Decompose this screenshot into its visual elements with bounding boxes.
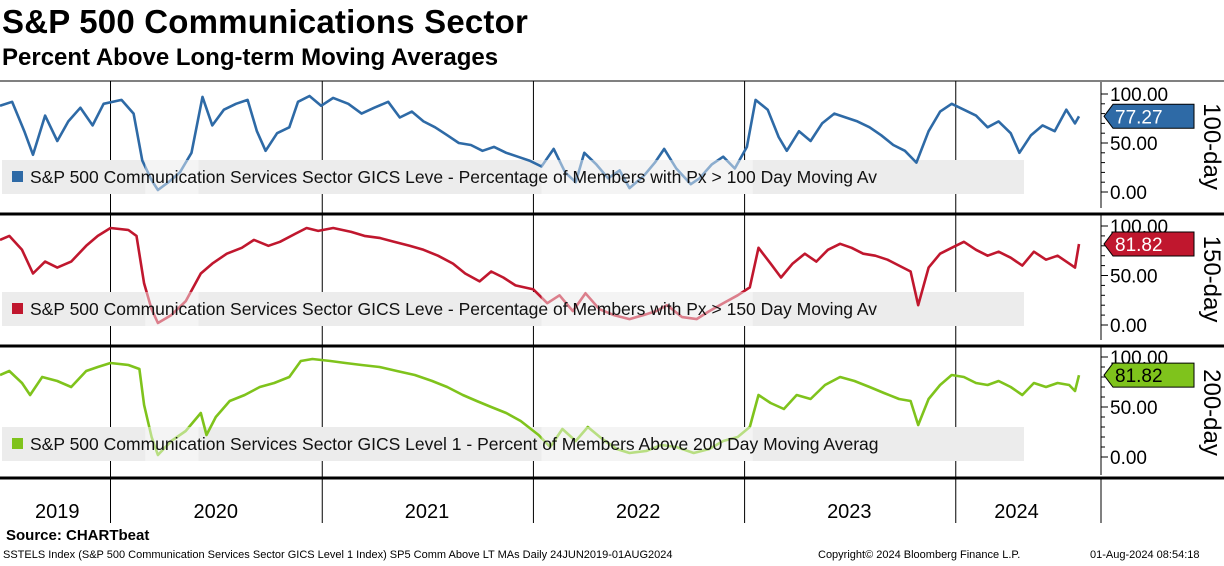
legend-swatch [12, 303, 23, 314]
panel-side-label: 200-day [1198, 369, 1224, 456]
last-value-tag [1103, 231, 1195, 257]
y-tick-label: 50.00 [1110, 398, 1158, 419]
footer-timestamp: 01-Aug-2024 08:54:18 [1090, 549, 1200, 561]
faded-region [145, 160, 199, 194]
legend-swatch [12, 438, 23, 449]
x-tick-label-2019: 2019 [35, 501, 80, 523]
panel-side-label: 100-day [1198, 103, 1224, 190]
x-tick-label-2024: 2024 [994, 501, 1039, 523]
last-value-label: 77.27 [1115, 107, 1163, 128]
series-line-200-day [0, 357, 1081, 457]
faded-region [541, 427, 753, 461]
legend-box [2, 427, 1024, 461]
y-tick-label: 0.00 [1110, 183, 1147, 204]
x-tick-label-2022: 2022 [616, 501, 661, 523]
legend-box [2, 160, 1024, 194]
y-tick-label: 50.00 [1110, 134, 1158, 155]
series-line-150-day [0, 226, 1081, 325]
last-value-label: 81.82 [1115, 235, 1163, 256]
y-tick-label: 0.00 [1110, 448, 1147, 469]
last-value-tag [1103, 362, 1195, 388]
footer-index-info: SSTELS Index (S&P 500 Communication Serv… [3, 549, 673, 561]
chart-title: S&P 500 Communications Sector [2, 3, 529, 40]
panel-side-label: 150-day [1198, 236, 1224, 323]
faded-region [145, 427, 199, 461]
footer-copyright: Copyright© 2024 Bloomberg Finance L.P. [818, 549, 1021, 561]
y-tick-label: 100.00 [1110, 85, 1168, 106]
y-tick-label: 0.00 [1110, 316, 1147, 337]
chart-subtitle: Percent Above Long-term Moving Averages [2, 44, 499, 71]
last-value-tag [1103, 103, 1195, 129]
series-line-100-day [0, 94, 1081, 192]
legend-label: S&P 500 Communication Services Sector GI… [30, 167, 877, 187]
legend-label: S&P 500 Communication Services Sector GI… [30, 434, 879, 454]
last-value-label: 81.82 [1115, 366, 1163, 387]
legend-box [2, 292, 1024, 326]
source-note: Source: CHARTbeat [6, 527, 150, 544]
x-tick-label-2021: 2021 [405, 501, 450, 523]
faded-region [145, 292, 199, 326]
legend-label: S&P 500 Communication Services Sector GI… [30, 299, 877, 319]
faded-region [541, 160, 753, 194]
x-tick-label-2023: 2023 [827, 501, 872, 523]
y-tick-label: 50.00 [1110, 267, 1158, 288]
legend-swatch [12, 171, 23, 182]
x-tick-label-2020: 2020 [194, 501, 239, 523]
faded-region [541, 292, 753, 326]
